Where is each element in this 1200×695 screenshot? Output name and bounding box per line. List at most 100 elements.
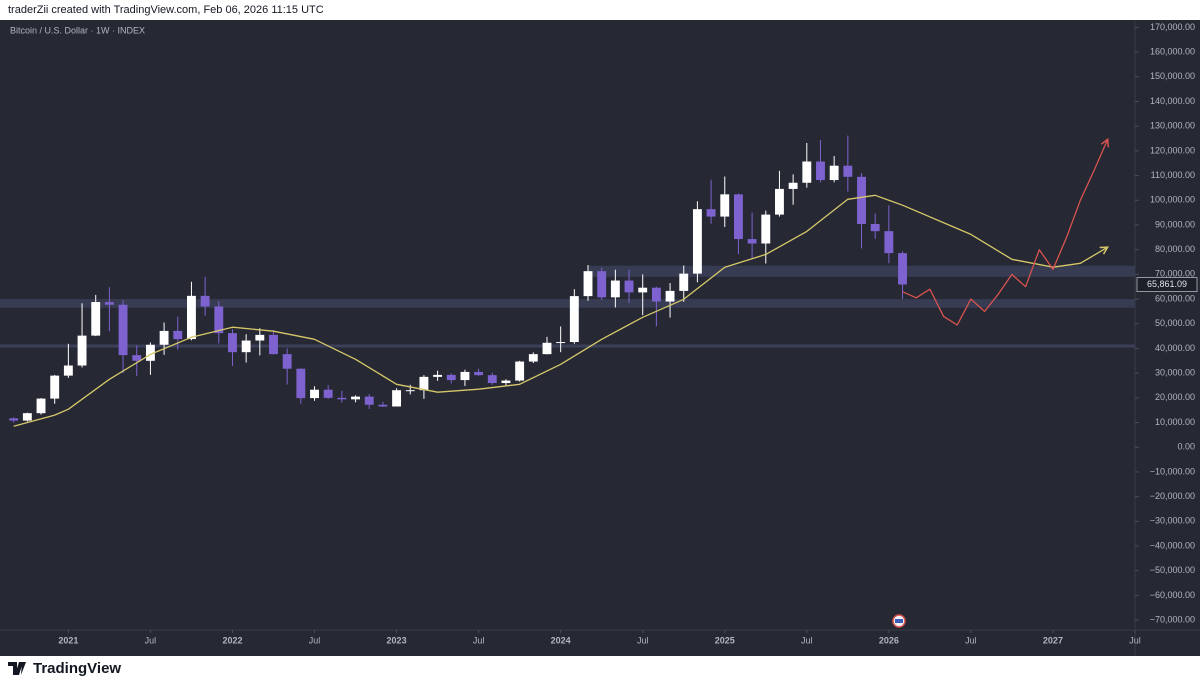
candle [638, 274, 648, 316]
candle-body [501, 380, 511, 384]
projection-path [902, 139, 1109, 326]
candle [884, 205, 894, 264]
candle-body [788, 182, 798, 189]
x-tick-label: 2025 [715, 635, 735, 645]
projection-path-arrowhead [1100, 137, 1110, 148]
candle-body [528, 354, 538, 362]
candle-body [747, 239, 757, 244]
candle-body [597, 271, 607, 298]
y-tick-label: 170,000.00 [1150, 22, 1195, 32]
candle [392, 388, 402, 407]
candle [214, 301, 224, 344]
candle-body [282, 354, 292, 369]
candle-body [173, 330, 183, 340]
candle-body [515, 361, 525, 381]
y-tick-label: 30,000.00 [1155, 368, 1195, 378]
brand-text: TradingView [33, 660, 121, 677]
candle-body [351, 396, 360, 400]
candle [733, 193, 743, 255]
y-tick-label: −70,000.00 [1150, 614, 1195, 624]
candle [310, 386, 319, 401]
chart-subtitle: Bitcoin / U.S. Dollar · 1W · INDEX [10, 25, 145, 35]
candle [747, 212, 757, 259]
candle-body [624, 280, 634, 293]
candle-body [50, 375, 60, 399]
x-tick-label: Jul [801, 635, 813, 645]
candle [651, 286, 661, 327]
candle [898, 251, 907, 300]
candle [775, 170, 784, 217]
x-tick-label: Jul [1129, 635, 1141, 645]
candle-body [22, 413, 32, 421]
candle [788, 174, 798, 205]
candle [63, 343, 73, 378]
candle [91, 294, 101, 337]
candle-body [706, 209, 716, 217]
candle [282, 348, 292, 385]
candle [323, 385, 333, 399]
x-tick-label: Jul [965, 635, 977, 645]
candle [351, 395, 360, 403]
candle [433, 370, 443, 381]
candle [679, 265, 689, 302]
candle [419, 375, 429, 399]
header-text: traderZii created with TradingView.com, … [8, 4, 324, 16]
candle-body [761, 214, 771, 244]
candle-body [310, 389, 319, 399]
candle-body [816, 161, 825, 181]
candle [378, 401, 388, 407]
candle [665, 283, 675, 318]
candle-body [36, 398, 46, 414]
flag-band [895, 619, 903, 623]
x-tick-label: 2024 [551, 635, 571, 645]
candle [296, 368, 306, 404]
y-tick-label: 70,000.00 [1155, 269, 1195, 279]
candle-body [378, 404, 388, 407]
candle-body [364, 396, 374, 405]
candle-body [104, 302, 114, 305]
candle-body [9, 418, 19, 421]
candle [816, 140, 825, 183]
candle-body [323, 389, 333, 398]
candle-body [296, 368, 306, 399]
candle [269, 330, 278, 355]
candle [720, 176, 730, 227]
candle-body [733, 194, 743, 240]
candle-body [118, 304, 128, 356]
x-tick-label: 2023 [387, 635, 407, 645]
candle-body [775, 188, 784, 215]
y-tick-label: 40,000.00 [1155, 343, 1195, 353]
candle [829, 156, 839, 183]
candle-body [255, 334, 265, 341]
candle [528, 352, 538, 364]
x-tick-label: 2026 [879, 635, 899, 645]
price-zone [0, 299, 1135, 308]
candle-body [720, 194, 730, 217]
y-tick-label: −60,000.00 [1150, 590, 1195, 600]
bottom-bar [0, 656, 1200, 690]
candle-body [857, 176, 866, 224]
candle-body [337, 397, 347, 400]
y-tick-label: 50,000.00 [1155, 318, 1195, 328]
candle [132, 345, 142, 377]
y-tick-label: 140,000.00 [1150, 96, 1195, 106]
y-tick-label: 0.00 [1177, 442, 1195, 452]
candle-body [898, 253, 907, 285]
candle [542, 336, 552, 355]
x-tick-label: 2027 [1043, 635, 1063, 645]
candle [145, 342, 155, 375]
candle-body [692, 209, 702, 274]
candle [843, 135, 853, 192]
y-tick-label: 120,000.00 [1150, 145, 1195, 155]
candle-body [610, 280, 620, 298]
candle-body [200, 295, 210, 307]
candle-body [460, 371, 470, 381]
candle-body [405, 390, 415, 392]
candle-body [91, 302, 101, 336]
candle-body [77, 335, 87, 366]
candle-body [63, 365, 73, 376]
candle [50, 374, 60, 404]
y-tick-label: 110,000.00 [1151, 170, 1195, 180]
candle-body [884, 231, 894, 254]
candle [118, 300, 128, 374]
